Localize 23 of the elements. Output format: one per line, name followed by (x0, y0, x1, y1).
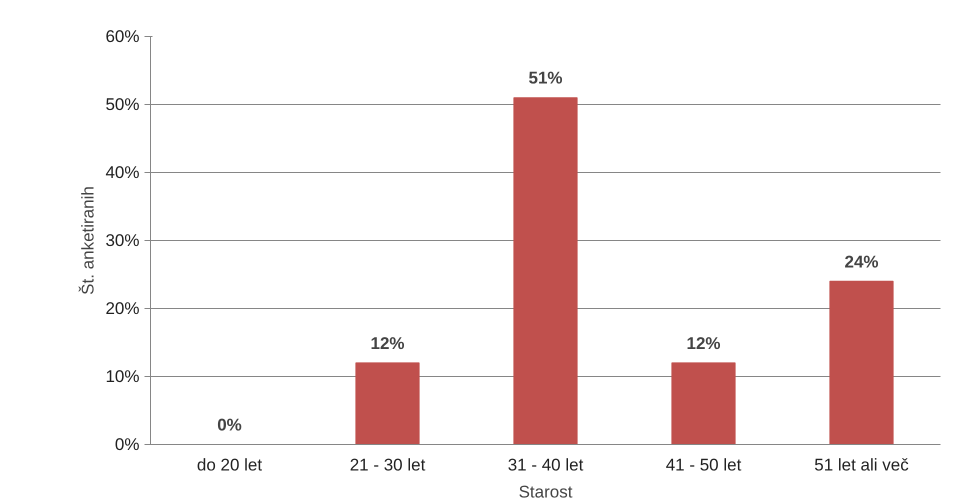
data-label: 12% (370, 334, 405, 353)
data-label: 51% (528, 68, 563, 88)
data-label: 24% (844, 252, 879, 272)
y-tick-label: 60% (105, 27, 140, 46)
y-tick-label: 50% (105, 95, 140, 114)
x-axis-title: Starost (518, 482, 573, 502)
y-tick-label: 20% (105, 299, 140, 318)
bar (829, 280, 894, 444)
y-tick-label: 0% (114, 435, 140, 454)
data-label: 0% (217, 416, 242, 434)
x-tick-label: 51 let ali več (814, 456, 910, 474)
y-tick-label: 40% (105, 163, 140, 182)
y-tick-label: 10% (105, 367, 140, 386)
x-tick-label: 31 - 40 let (508, 456, 584, 474)
bar (513, 97, 578, 444)
x-tick-label: 41 - 50 let (666, 456, 742, 474)
y-axis-title: Št. anketiranih (78, 186, 98, 295)
bar (671, 362, 736, 444)
x-tick-label: 21 - 30 let (350, 456, 426, 474)
y-tick-label: 30% (105, 231, 140, 250)
bar (355, 362, 420, 444)
x-tick-label: do 20 let (196, 456, 262, 474)
data-label: 12% (686, 334, 721, 353)
